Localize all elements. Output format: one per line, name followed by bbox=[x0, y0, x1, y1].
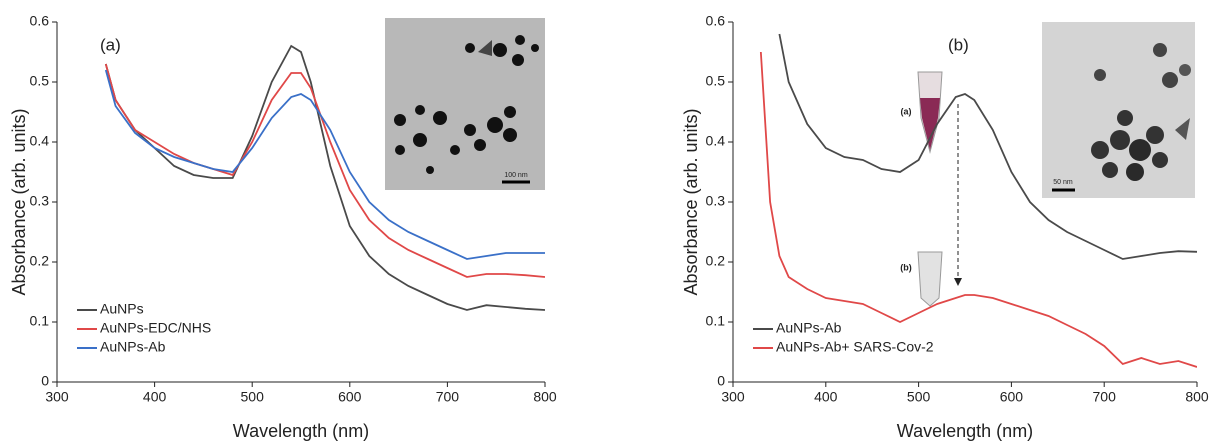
data-line bbox=[104, 44, 545, 311]
data-line bbox=[104, 63, 545, 278]
panel-label: (b) bbox=[948, 35, 969, 54]
x-tick-label: 400 bbox=[814, 389, 838, 405]
x-tick-label: 600 bbox=[338, 389, 362, 405]
panel-label: (a) bbox=[100, 35, 121, 54]
y-axis-label: Absorbance (arb. units) bbox=[681, 108, 701, 295]
x-tick-label: 700 bbox=[436, 389, 460, 405]
legend-label: AuNPs-Ab+ SARS-Cov-2 bbox=[776, 339, 934, 355]
tube-label: (a) bbox=[901, 106, 912, 116]
x-axis-label: Wavelength (nm) bbox=[233, 421, 369, 441]
tem-inset: 50 nm bbox=[1042, 22, 1195, 198]
scale-bar-label: 50 nm bbox=[1053, 179, 1073, 186]
x-tick-label: 600 bbox=[1000, 389, 1024, 405]
y-tick-label: 0.6 bbox=[30, 13, 50, 29]
tem-inset: 100 nm bbox=[385, 18, 545, 190]
x-axis-label: Wavelength (nm) bbox=[897, 421, 1033, 441]
data-line bbox=[104, 69, 545, 260]
y-tick-label: 0 bbox=[41, 373, 49, 389]
x-tick-label: 500 bbox=[241, 389, 265, 405]
arrow-head bbox=[954, 278, 962, 286]
x-tick-label: 300 bbox=[721, 389, 745, 405]
plot-area bbox=[759, 33, 1197, 368]
plot-area bbox=[104, 44, 545, 311]
tube-images: (a) (b) bbox=[900, 71, 943, 307]
legend-label: AuNPs-Ab bbox=[100, 339, 166, 355]
scale-bar-label: 100 nm bbox=[504, 172, 528, 179]
y-tick-label: 0.2 bbox=[706, 253, 726, 269]
y-tick-label: 0.6 bbox=[706, 13, 726, 29]
data-line bbox=[778, 33, 1197, 260]
y-tick-label: 0 bbox=[717, 373, 725, 389]
y-axis-label: Absorbance (arb. units) bbox=[9, 108, 29, 295]
legend-label: AuNPs bbox=[100, 301, 144, 317]
x-tick-label: 300 bbox=[45, 389, 69, 405]
y-tick-label: 0.4 bbox=[30, 133, 50, 149]
legend-label: AuNPs-EDC/NHS bbox=[100, 320, 211, 336]
y-tick-label: 0.5 bbox=[706, 73, 726, 89]
y-tick-label: 0.4 bbox=[706, 133, 726, 149]
tube-label: (b) bbox=[900, 262, 912, 272]
y-tick-label: 0.1 bbox=[30, 313, 50, 329]
y-tick-label: 0.5 bbox=[30, 73, 50, 89]
data-line bbox=[759, 51, 1197, 368]
x-tick-label: 700 bbox=[1093, 389, 1117, 405]
y-tick-label: 0.3 bbox=[30, 193, 50, 209]
x-tick-label: 800 bbox=[533, 389, 557, 405]
x-tick-label: 500 bbox=[907, 389, 931, 405]
legend-label: AuNPs-Ab bbox=[776, 320, 842, 336]
y-tick-label: 0.3 bbox=[706, 193, 726, 209]
x-tick-label: 800 bbox=[1185, 389, 1209, 405]
y-tick-label: 0.2 bbox=[30, 253, 50, 269]
x-tick-label: 400 bbox=[143, 389, 167, 405]
y-tick-label: 0.1 bbox=[706, 313, 726, 329]
